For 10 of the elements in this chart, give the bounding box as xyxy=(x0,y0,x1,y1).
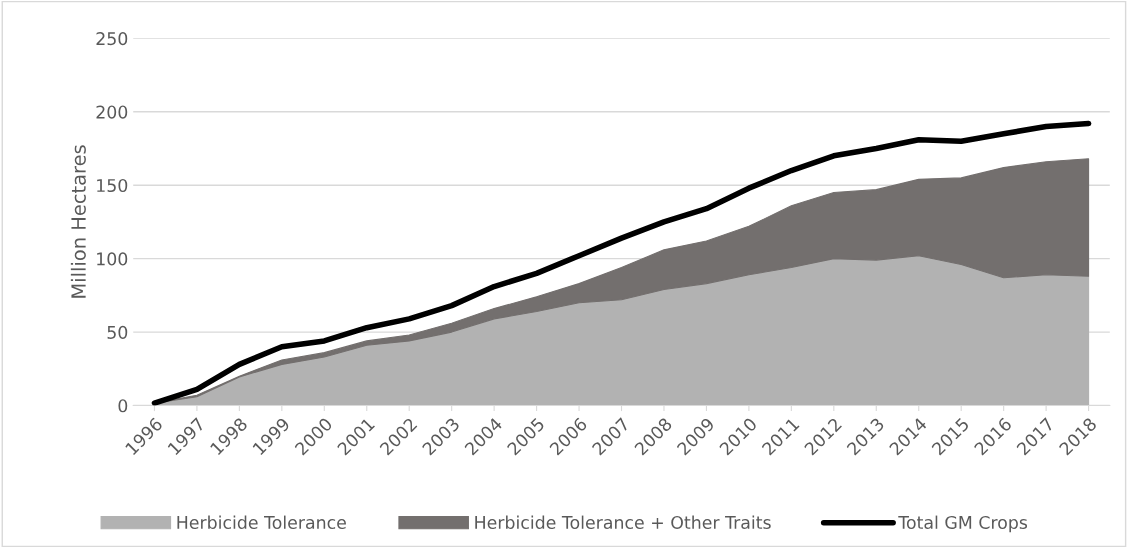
y-tick-label: 150 xyxy=(97,178,128,193)
y-tick-label: 100 xyxy=(97,252,128,266)
legend-label: Herbicide Tolerance xyxy=(177,515,346,530)
y-tick-label: 250 xyxy=(96,32,128,46)
legend-label: Total GM Crops xyxy=(898,515,1028,533)
legend-label: Herbicide Tolerance + Other Traits xyxy=(475,515,771,530)
y-tick-label: 200 xyxy=(96,105,128,119)
y-tick-label: 50 xyxy=(107,325,128,339)
y-tick-label: 0 xyxy=(118,399,128,413)
y-axis-title: Million Hectares xyxy=(70,145,86,298)
